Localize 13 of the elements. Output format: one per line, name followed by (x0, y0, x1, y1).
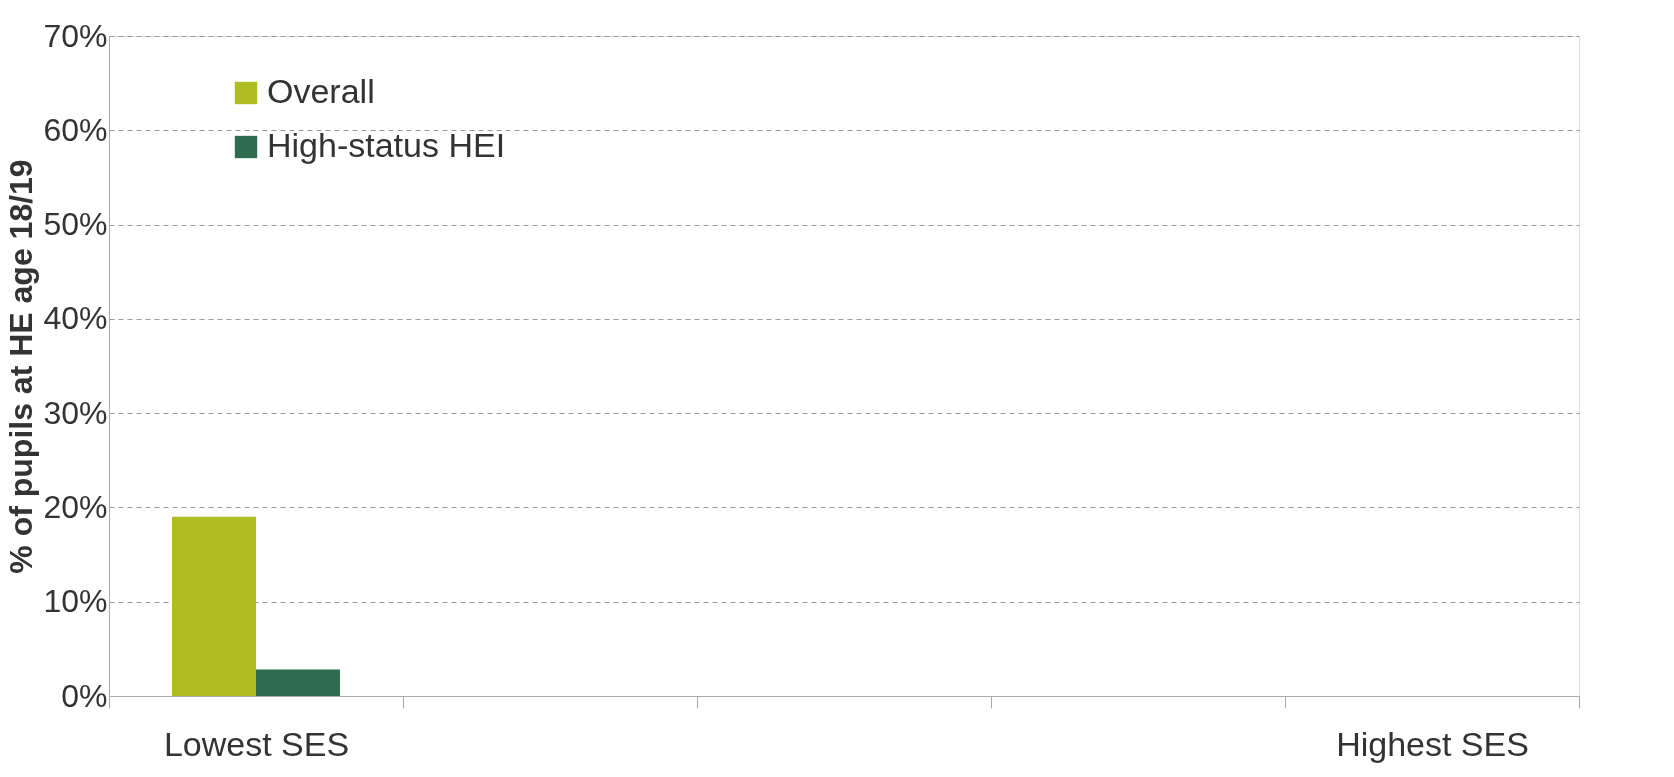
y-tick-label: 70% (43, 17, 108, 54)
x-tick-label: Lowest SES (163, 724, 350, 763)
y-tick-label: 0% (61, 677, 108, 714)
y-tick-label: 50% (43, 206, 108, 243)
y-tick-label: 40% (43, 300, 108, 337)
legend-label: High-status HEI (267, 126, 506, 164)
y-axis-title: % of pupils at HE age 18/19 (3, 159, 40, 574)
x-tick-label: Highest SES (1336, 724, 1529, 763)
y-tick-label: 60% (43, 111, 108, 148)
legend-label: Overall (267, 72, 375, 110)
y-tick-label: 20% (43, 488, 108, 525)
y-tick-label: 10% (43, 583, 108, 620)
y-tick-label: 30% (43, 394, 108, 431)
